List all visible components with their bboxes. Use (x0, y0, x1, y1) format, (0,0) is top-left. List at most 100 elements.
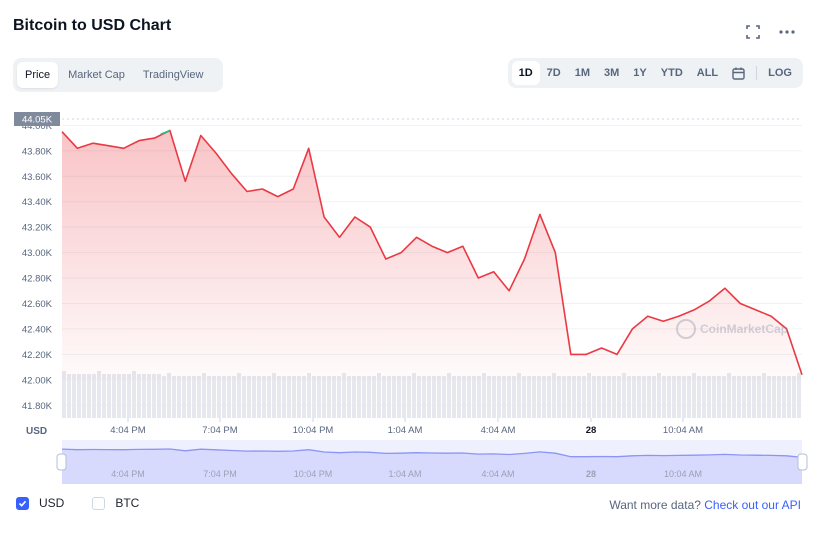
volume-bar (162, 376, 166, 418)
x-tick-label: 7:04 PM (202, 425, 237, 436)
range-1m[interactable]: 1M (574, 67, 591, 79)
volume-bar (412, 373, 416, 418)
x-tick-label: 4:04 PM (110, 425, 145, 436)
volume-bar (377, 373, 381, 418)
volume-bar (362, 376, 366, 418)
volume-bar (192, 376, 196, 418)
tab-tradingview[interactable]: TradingView (142, 69, 204, 81)
navigator-right-handle[interactable] (797, 453, 808, 471)
btc-legend-label: BTC (115, 496, 140, 510)
api-link[interactable]: Check out our API (704, 498, 801, 512)
y-tick-label: 42.40K (22, 324, 53, 335)
tab-market-cap[interactable]: Market Cap (68, 69, 125, 81)
x-tick-label: 10:04 PM (293, 425, 334, 436)
volume-bar (532, 376, 536, 418)
navigator-tick-label: 4:04 AM (481, 469, 514, 479)
volume-bar (407, 376, 411, 418)
volume-bar (682, 376, 686, 418)
range-divider (756, 66, 758, 80)
volume-bar (702, 376, 706, 418)
volume-bar (597, 376, 601, 418)
usd-checkbox[interactable] (16, 496, 29, 510)
volume-bar (512, 376, 516, 418)
volume-bar (712, 376, 716, 418)
usd-legend-label: USD (39, 496, 65, 510)
coinmarketcap-watermark: CoinMarketCap (676, 319, 788, 339)
volume-bar (167, 373, 171, 418)
volume-bar (117, 374, 121, 418)
volume-bar (382, 376, 386, 418)
range-all[interactable]: ALL (696, 67, 719, 79)
volume-bar (187, 376, 191, 418)
volume-bar (522, 376, 526, 418)
navigator-tick-label: 1:04 AM (388, 469, 421, 479)
volume-bar (297, 376, 301, 418)
volume-bar (417, 376, 421, 418)
volume-bar (552, 373, 556, 418)
volume-bar (737, 376, 741, 418)
volume-bar (77, 374, 81, 418)
volume-bar (462, 376, 466, 418)
volume-bar (452, 376, 456, 418)
volume-bar (157, 374, 161, 418)
x-tick-label: 28 (586, 425, 597, 436)
volume-bar (317, 376, 321, 418)
navigator-left-handle[interactable] (56, 453, 67, 471)
y-tick-label: 42.00K (22, 375, 53, 386)
volume-bar (282, 376, 286, 418)
range-1d[interactable]: 1D (511, 61, 540, 85)
volume-bar (582, 376, 586, 418)
volume-bar (82, 374, 86, 418)
current-price-tag: 44.05K (14, 112, 60, 126)
volume-bar (562, 376, 566, 418)
volume-bar (152, 374, 156, 418)
volume-bar (577, 376, 581, 418)
api-promo-text: Want more data? (609, 498, 701, 512)
volume-bar (457, 376, 461, 418)
volume-bar (482, 373, 486, 418)
volume-bar (347, 376, 351, 418)
price-line (61, 129, 803, 375)
volume-bar (617, 376, 621, 418)
volume-bar (212, 376, 216, 418)
price-line-up-segment (160, 129, 171, 136)
x-tick-label: 1:04 AM (388, 425, 423, 436)
volume-bar (497, 376, 501, 418)
volume-bar (767, 376, 771, 418)
volume-bar (72, 374, 76, 418)
fullscreen-icon[interactable] (743, 22, 763, 42)
tab-price[interactable]: Price (17, 62, 59, 88)
volume-bar (567, 376, 571, 418)
volume-bar (557, 376, 561, 418)
volume-bar (312, 376, 316, 418)
y-tick-label: 43.80K (22, 146, 53, 157)
volume-bar (722, 376, 726, 418)
volume-bar (142, 374, 146, 418)
time-range-selector: 1D 7D 1M 3M 1Y YTD ALL LOG (507, 58, 803, 88)
volume-bar (397, 376, 401, 418)
volume-bar (237, 373, 241, 418)
volume-bar (477, 376, 481, 418)
volume-bar (697, 376, 701, 418)
volume-bar (122, 374, 126, 418)
range-navigator[interactable]: 4:04 PM 7:04 PM 10:04 PM 1:04 AM 4:04 AM 28 10… (56, 440, 808, 484)
volume-bar (257, 376, 261, 418)
more-options-icon[interactable] (777, 22, 797, 42)
range-7d[interactable]: 7D (546, 67, 561, 79)
range-1y[interactable]: 1Y (633, 67, 647, 79)
volume-bar (447, 373, 451, 418)
navigator-tick-label: 28 (586, 469, 596, 479)
volume-bar (127, 374, 131, 418)
volume-bar (307, 373, 311, 418)
calendar-icon[interactable] (725, 61, 752, 85)
volume-bar (637, 376, 641, 418)
range-ytd[interactable]: YTD (660, 67, 683, 79)
volume-bar (247, 376, 251, 418)
btc-checkbox[interactable] (92, 496, 106, 510)
volume-bar (707, 376, 711, 418)
volume-bar (357, 376, 361, 418)
volume-bar (777, 376, 781, 418)
range-3m[interactable]: 3M (604, 67, 620, 79)
log-toggle[interactable]: LOG (768, 67, 792, 79)
volume-bar (332, 376, 336, 418)
